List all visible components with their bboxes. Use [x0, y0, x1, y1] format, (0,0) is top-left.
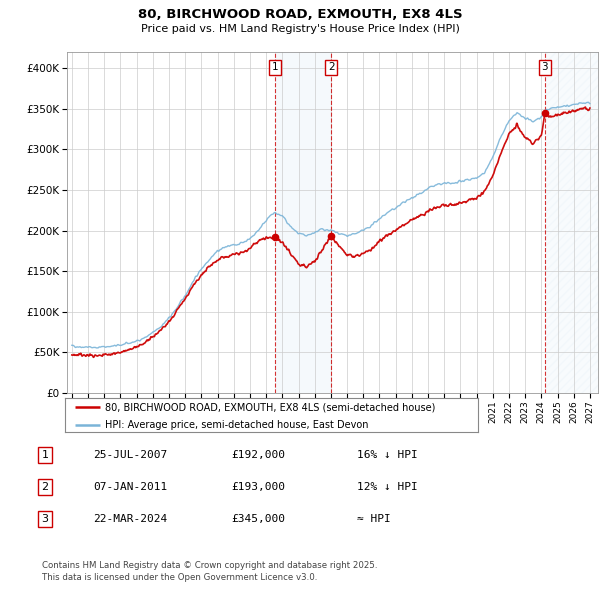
Text: 16% ↓ HPI: 16% ↓ HPI — [357, 450, 418, 460]
Text: £193,000: £193,000 — [231, 482, 285, 492]
Text: Price paid vs. HM Land Registry's House Price Index (HPI): Price paid vs. HM Land Registry's House … — [140, 24, 460, 34]
Text: 80, BIRCHWOOD ROAD, EXMOUTH, EX8 4LS (semi-detached house): 80, BIRCHWOOD ROAD, EXMOUTH, EX8 4LS (se… — [106, 402, 436, 412]
Text: 80, BIRCHWOOD ROAD, EXMOUTH, EX8 4LS: 80, BIRCHWOOD ROAD, EXMOUTH, EX8 4LS — [137, 8, 463, 21]
Text: 07-JAN-2011: 07-JAN-2011 — [93, 482, 167, 492]
Text: Contains HM Land Registry data © Crown copyright and database right 2025.
This d: Contains HM Land Registry data © Crown c… — [42, 561, 377, 582]
Bar — [545, 52, 598, 393]
Text: 22-MAR-2024: 22-MAR-2024 — [93, 514, 167, 524]
Text: HPI: Average price, semi-detached house, East Devon: HPI: Average price, semi-detached house,… — [106, 419, 369, 430]
Bar — [275, 52, 331, 393]
Text: 3: 3 — [542, 63, 548, 73]
Text: £192,000: £192,000 — [231, 450, 285, 460]
Text: 2: 2 — [328, 63, 335, 73]
Text: £345,000: £345,000 — [231, 514, 285, 524]
Text: 1: 1 — [41, 450, 49, 460]
Text: 12% ↓ HPI: 12% ↓ HPI — [357, 482, 418, 492]
Text: 3: 3 — [41, 514, 49, 524]
Text: 2: 2 — [41, 482, 49, 492]
Text: ≈ HPI: ≈ HPI — [357, 514, 391, 524]
Text: 25-JUL-2007: 25-JUL-2007 — [93, 450, 167, 460]
Text: 1: 1 — [272, 63, 278, 73]
